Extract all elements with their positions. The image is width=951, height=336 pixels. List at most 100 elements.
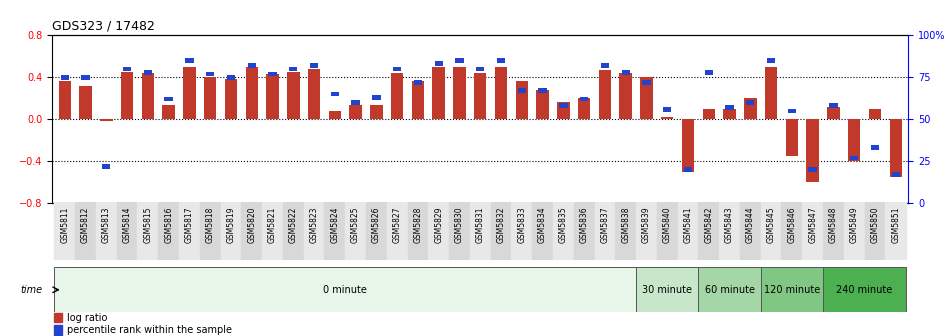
- Bar: [242, 202, 262, 260]
- Bar: [100, 119, 112, 121]
- Bar: [287, 72, 300, 119]
- Bar: [123, 67, 131, 71]
- Text: GSM5821: GSM5821: [268, 206, 277, 243]
- Bar: [117, 202, 138, 260]
- Text: percentile rank within the sample: percentile rank within the sample: [68, 326, 232, 335]
- Bar: [622, 70, 630, 75]
- Bar: [204, 77, 217, 119]
- Text: GSM5814: GSM5814: [123, 206, 131, 243]
- Bar: [512, 202, 533, 260]
- Text: GSM5835: GSM5835: [559, 206, 568, 243]
- Bar: [54, 267, 636, 312]
- Bar: [599, 70, 611, 119]
- Text: GSM5851: GSM5851: [891, 206, 901, 243]
- Text: GSM5834: GSM5834: [538, 206, 547, 243]
- Bar: [331, 92, 339, 96]
- Bar: [345, 202, 366, 260]
- Text: GSM5811: GSM5811: [60, 206, 69, 243]
- Bar: [349, 104, 361, 119]
- Bar: [787, 109, 796, 113]
- Bar: [661, 117, 673, 119]
- Bar: [59, 81, 71, 119]
- Bar: [761, 267, 823, 312]
- Text: GSM5836: GSM5836: [579, 206, 589, 243]
- Bar: [393, 67, 401, 71]
- Text: GSM5812: GSM5812: [81, 206, 90, 243]
- Bar: [142, 73, 154, 119]
- Bar: [740, 202, 761, 260]
- Text: GSM5816: GSM5816: [165, 206, 173, 243]
- Bar: [387, 202, 408, 260]
- Bar: [79, 86, 92, 119]
- Bar: [454, 67, 466, 119]
- Bar: [496, 58, 505, 63]
- Bar: [266, 74, 279, 119]
- Bar: [806, 119, 819, 182]
- Bar: [615, 202, 636, 260]
- Bar: [226, 75, 235, 80]
- Bar: [200, 202, 221, 260]
- Text: GSM5831: GSM5831: [476, 206, 485, 243]
- Text: GSM5847: GSM5847: [808, 206, 817, 243]
- Bar: [663, 107, 671, 112]
- Bar: [224, 79, 237, 119]
- Bar: [206, 72, 214, 76]
- Bar: [324, 202, 345, 260]
- Text: GDS323 / 17482: GDS323 / 17482: [52, 20, 155, 33]
- Bar: [414, 80, 422, 85]
- Bar: [144, 70, 152, 75]
- Bar: [245, 67, 258, 119]
- Bar: [533, 202, 553, 260]
- Text: GSM5827: GSM5827: [393, 206, 401, 243]
- Text: GSM5845: GSM5845: [767, 206, 776, 243]
- Text: GSM5849: GSM5849: [849, 206, 859, 243]
- Bar: [366, 202, 387, 260]
- Text: GSM5843: GSM5843: [725, 206, 734, 243]
- Text: GSM5824: GSM5824: [330, 206, 340, 243]
- Bar: [96, 202, 117, 260]
- Bar: [372, 95, 380, 100]
- Text: GSM5841: GSM5841: [684, 206, 692, 243]
- Bar: [871, 145, 879, 150]
- Bar: [619, 73, 631, 119]
- Bar: [726, 105, 734, 110]
- Text: 30 minute: 30 minute: [642, 285, 692, 295]
- Bar: [559, 103, 568, 108]
- Bar: [889, 119, 902, 177]
- Text: GSM5819: GSM5819: [226, 206, 236, 243]
- Bar: [428, 202, 449, 260]
- Bar: [433, 67, 445, 119]
- Bar: [408, 202, 428, 260]
- Bar: [765, 67, 777, 119]
- Text: GSM5828: GSM5828: [414, 206, 422, 243]
- Bar: [808, 167, 817, 172]
- Bar: [844, 202, 864, 260]
- Text: log ratio: log ratio: [68, 313, 107, 323]
- Text: GSM5842: GSM5842: [705, 206, 713, 243]
- Bar: [163, 104, 175, 119]
- Bar: [75, 202, 96, 260]
- Text: GSM5850: GSM5850: [870, 206, 880, 243]
- Text: time: time: [21, 285, 43, 295]
- Text: GSM5830: GSM5830: [455, 206, 464, 243]
- Text: GSM5832: GSM5832: [496, 206, 506, 243]
- Bar: [578, 98, 591, 119]
- Bar: [703, 109, 715, 119]
- Bar: [435, 61, 443, 66]
- Text: GSM5826: GSM5826: [372, 206, 381, 243]
- Bar: [744, 98, 757, 119]
- Bar: [268, 72, 277, 76]
- Bar: [102, 164, 110, 169]
- Text: GSM5815: GSM5815: [144, 206, 152, 243]
- Bar: [580, 97, 589, 101]
- Bar: [308, 69, 320, 119]
- Bar: [885, 202, 906, 260]
- Text: GSM5822: GSM5822: [289, 206, 298, 243]
- Bar: [54, 202, 75, 260]
- Bar: [61, 75, 68, 80]
- Text: GSM5817: GSM5817: [184, 206, 194, 243]
- Bar: [640, 77, 652, 119]
- Bar: [803, 202, 823, 260]
- Text: GSM5813: GSM5813: [102, 206, 111, 243]
- Text: 60 minute: 60 minute: [705, 285, 754, 295]
